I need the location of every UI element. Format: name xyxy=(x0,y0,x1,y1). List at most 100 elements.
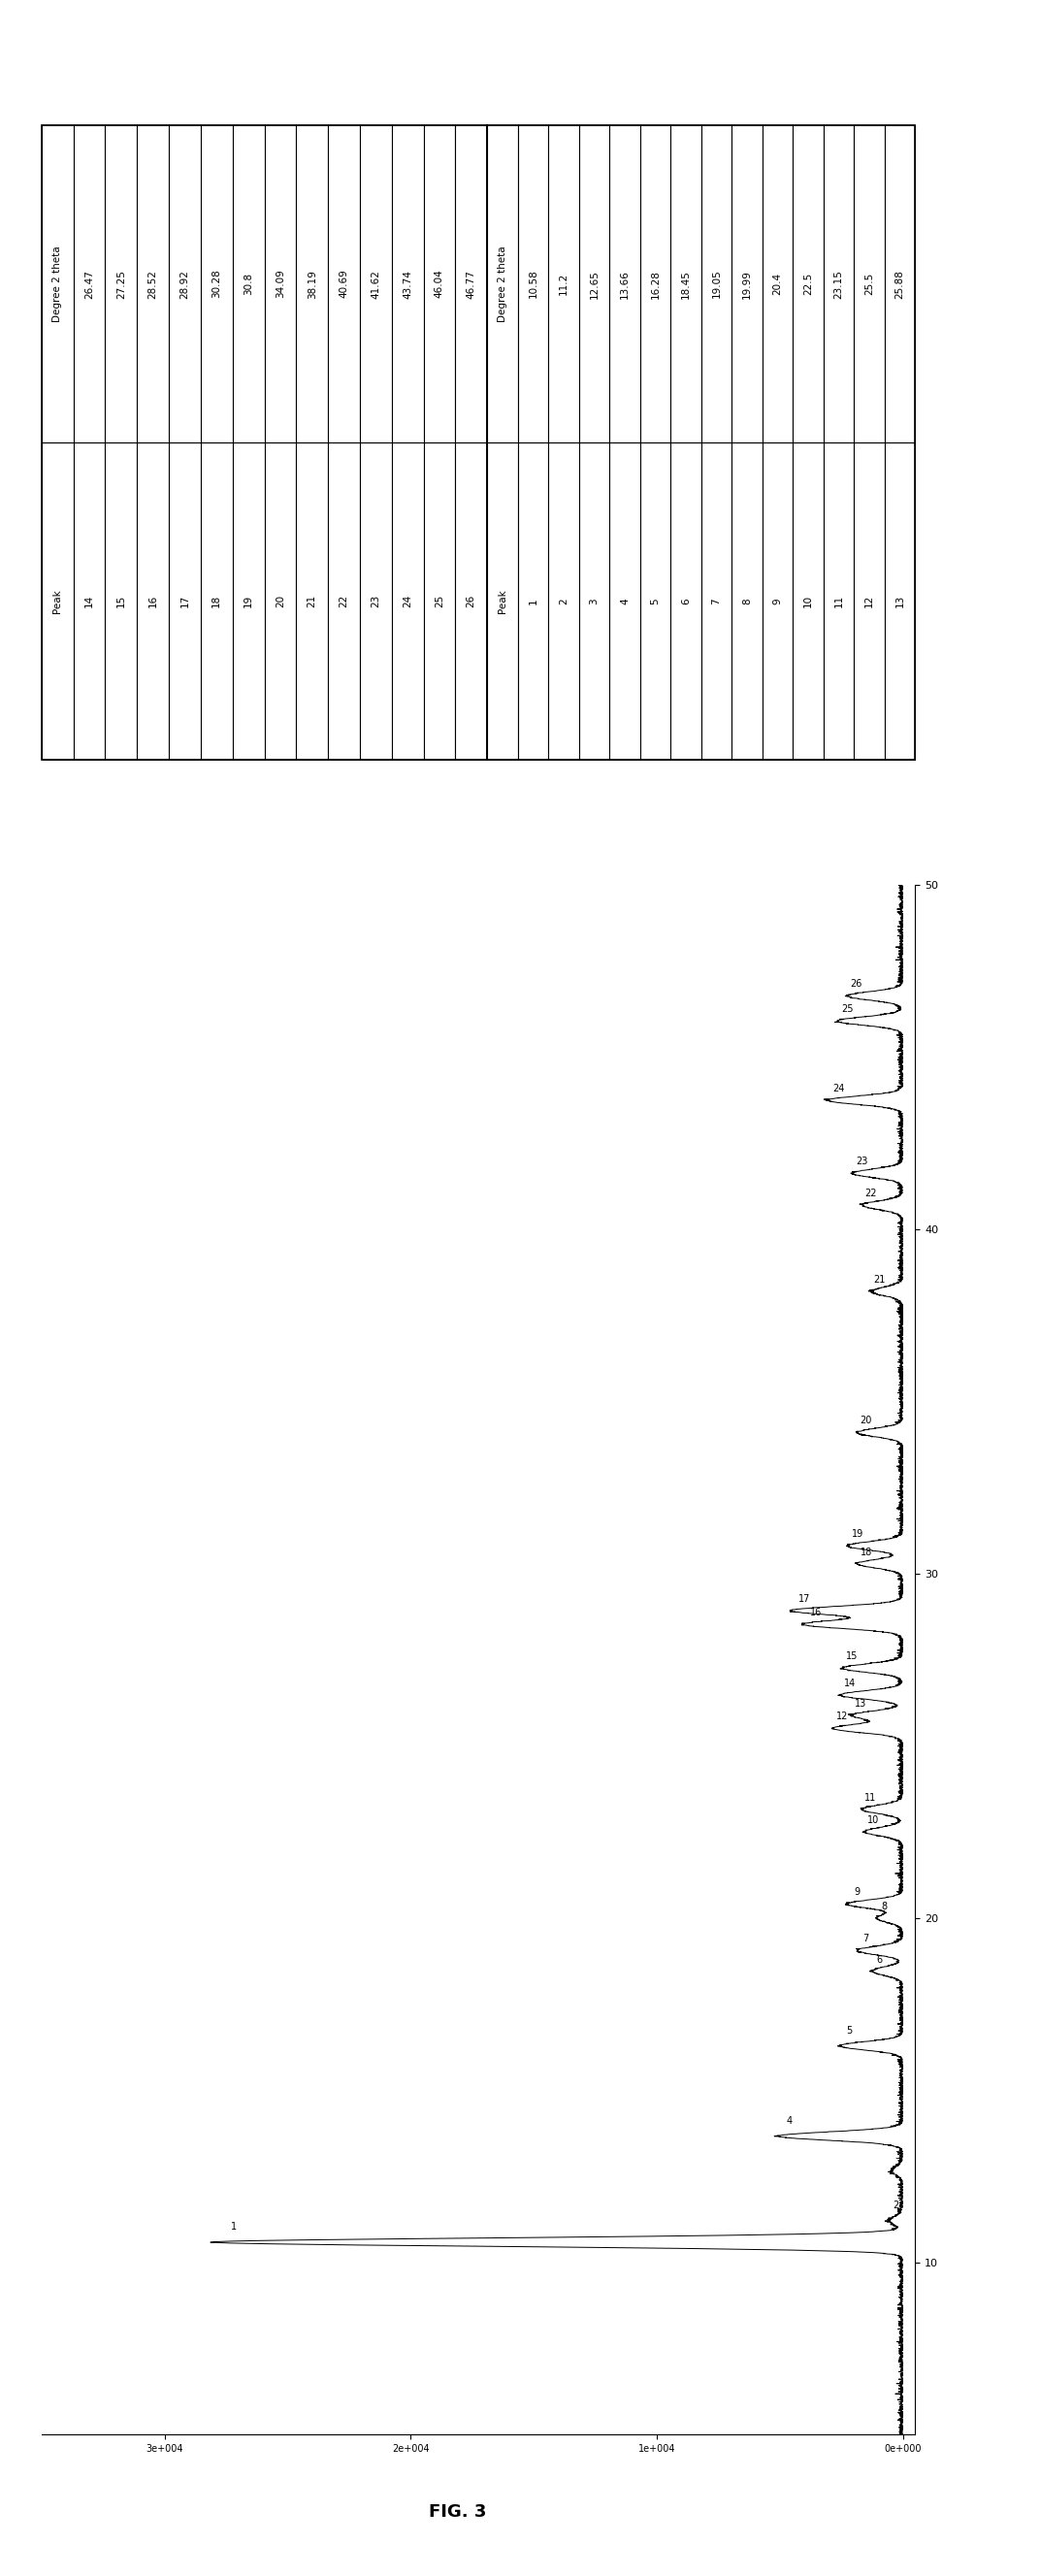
Text: 18: 18 xyxy=(860,1548,872,1556)
Text: 23: 23 xyxy=(856,1157,868,1167)
Text: 30.8: 30.8 xyxy=(243,273,254,296)
Text: Peak: Peak xyxy=(53,590,62,613)
Bar xyxy=(328,126,360,443)
Bar xyxy=(824,126,854,443)
Text: 28.52: 28.52 xyxy=(148,270,158,299)
Text: 8: 8 xyxy=(882,1901,887,1911)
Bar xyxy=(392,126,423,443)
Text: 34.09: 34.09 xyxy=(276,270,285,299)
Text: 21: 21 xyxy=(874,1275,885,1285)
Text: 41.62: 41.62 xyxy=(371,270,381,299)
Text: 9: 9 xyxy=(855,1888,860,1896)
Text: 10: 10 xyxy=(867,1816,879,1824)
Bar xyxy=(42,443,74,760)
Text: 19: 19 xyxy=(852,1530,863,1538)
Text: 20: 20 xyxy=(860,1417,872,1425)
Bar xyxy=(640,443,671,760)
Text: 23: 23 xyxy=(371,595,381,608)
Bar xyxy=(609,443,640,760)
Bar xyxy=(792,443,824,760)
Bar xyxy=(456,443,487,760)
Bar xyxy=(105,443,137,760)
Text: 3: 3 xyxy=(590,598,599,603)
Bar xyxy=(74,126,105,443)
Bar xyxy=(42,126,74,443)
Text: 26: 26 xyxy=(850,979,862,989)
Bar xyxy=(74,443,105,760)
Text: FIG. 3: FIG. 3 xyxy=(428,2504,487,2519)
Text: 19.99: 19.99 xyxy=(743,270,752,299)
Text: 14: 14 xyxy=(84,595,95,608)
Text: 11: 11 xyxy=(834,595,843,608)
Bar xyxy=(824,443,854,760)
Bar xyxy=(487,443,518,760)
Text: 25.5: 25.5 xyxy=(864,273,875,296)
Bar xyxy=(201,443,233,760)
Text: 11: 11 xyxy=(864,1793,877,1803)
Text: 25: 25 xyxy=(435,595,444,608)
Text: 7: 7 xyxy=(711,598,722,603)
Text: 1: 1 xyxy=(528,598,538,603)
Text: 24: 24 xyxy=(833,1084,844,1092)
Bar xyxy=(579,126,609,443)
Text: 13.66: 13.66 xyxy=(620,270,629,299)
Text: 9: 9 xyxy=(773,598,782,603)
Bar xyxy=(201,126,233,443)
Text: 19.05: 19.05 xyxy=(711,270,722,299)
Text: 16: 16 xyxy=(809,1607,822,1618)
Bar xyxy=(762,443,792,760)
Text: 46.04: 46.04 xyxy=(435,270,444,299)
Text: 17: 17 xyxy=(799,1595,810,1605)
Bar xyxy=(518,443,548,760)
Text: 8: 8 xyxy=(743,598,752,603)
Bar xyxy=(701,443,732,760)
Bar xyxy=(609,126,640,443)
Bar xyxy=(264,443,296,760)
Text: 38.19: 38.19 xyxy=(307,270,317,299)
Text: 2: 2 xyxy=(892,2200,899,2210)
Bar xyxy=(671,126,701,443)
Text: 10: 10 xyxy=(803,595,813,608)
Text: 23.15: 23.15 xyxy=(834,270,843,299)
Text: 24: 24 xyxy=(402,595,413,608)
Bar xyxy=(423,126,456,443)
Bar xyxy=(732,443,762,760)
Bar xyxy=(548,443,579,760)
Bar xyxy=(360,443,392,760)
Text: 26.47: 26.47 xyxy=(84,270,95,299)
Text: 6: 6 xyxy=(681,598,691,603)
Text: 18: 18 xyxy=(212,595,222,608)
Text: 19: 19 xyxy=(243,595,254,608)
Bar xyxy=(487,126,518,443)
Text: 15: 15 xyxy=(846,1651,858,1662)
Bar xyxy=(233,126,264,443)
Bar xyxy=(548,126,579,443)
Bar xyxy=(671,443,701,760)
Text: 46.77: 46.77 xyxy=(466,270,476,299)
Text: 27.25: 27.25 xyxy=(116,270,126,299)
Text: 21: 21 xyxy=(307,595,317,608)
Text: 43.74: 43.74 xyxy=(402,270,413,299)
Text: 22: 22 xyxy=(865,1188,877,1198)
Bar xyxy=(42,126,487,760)
Text: 3: 3 xyxy=(895,2151,901,2161)
Bar xyxy=(264,126,296,443)
Bar xyxy=(296,126,328,443)
Bar xyxy=(885,443,915,760)
Text: 26: 26 xyxy=(466,595,476,608)
Text: 7: 7 xyxy=(863,1935,869,1945)
Text: 25.88: 25.88 xyxy=(895,270,905,299)
Bar xyxy=(233,443,264,760)
Text: 16.28: 16.28 xyxy=(650,270,660,299)
Text: 22: 22 xyxy=(339,595,348,608)
Bar xyxy=(456,126,487,443)
Text: Degree 2 theta: Degree 2 theta xyxy=(53,245,62,322)
Bar xyxy=(854,443,885,760)
Bar xyxy=(328,443,360,760)
Text: 4: 4 xyxy=(620,598,629,603)
Bar xyxy=(701,126,732,443)
Text: Degree 2 theta: Degree 2 theta xyxy=(497,245,508,322)
Text: 2: 2 xyxy=(558,598,569,603)
Bar xyxy=(168,126,201,443)
Bar xyxy=(487,126,915,760)
